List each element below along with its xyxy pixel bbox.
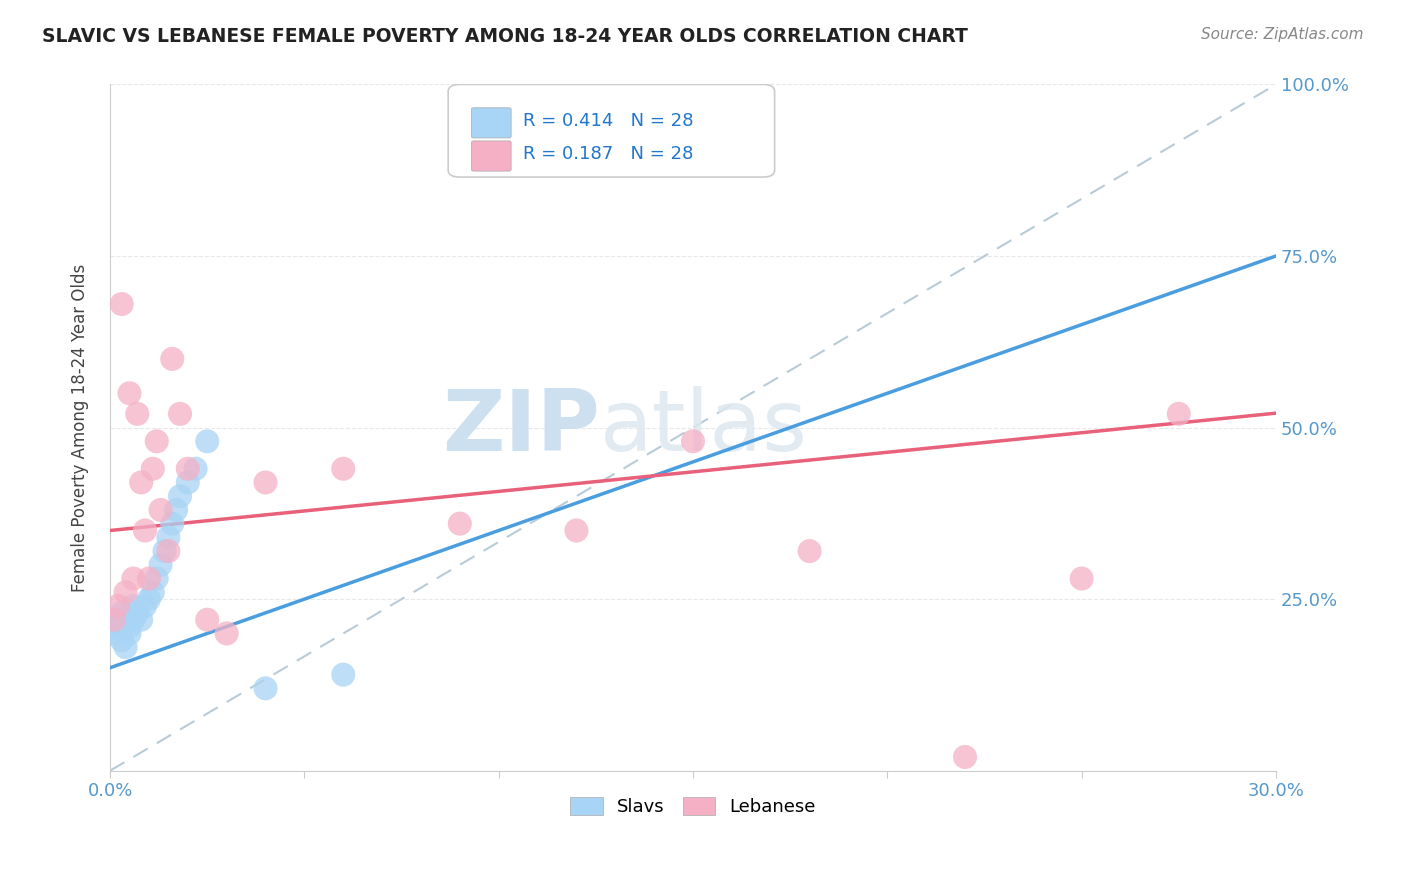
Point — [118, 386, 141, 401]
Point — [1167, 407, 1189, 421]
Point — [134, 524, 156, 538]
Point — [127, 606, 149, 620]
Point — [142, 461, 165, 475]
Point — [145, 434, 167, 449]
Point — [107, 613, 129, 627]
Point — [157, 530, 180, 544]
Point — [162, 516, 184, 531]
Point — [1070, 572, 1092, 586]
Point — [127, 407, 149, 421]
Point — [184, 461, 207, 475]
Point — [111, 633, 134, 648]
Point — [169, 489, 191, 503]
Point — [122, 572, 145, 586]
FancyBboxPatch shape — [471, 141, 512, 171]
Legend: Slavs, Lebanese: Slavs, Lebanese — [562, 789, 823, 823]
Point — [129, 475, 152, 490]
Point — [145, 572, 167, 586]
FancyBboxPatch shape — [449, 85, 775, 178]
Text: SLAVIC VS LEBANESE FEMALE POVERTY AMONG 18-24 YEAR OLDS CORRELATION CHART: SLAVIC VS LEBANESE FEMALE POVERTY AMONG … — [42, 27, 969, 45]
Point — [254, 475, 277, 490]
Point — [332, 461, 354, 475]
Text: atlas: atlas — [600, 386, 807, 469]
Point — [195, 434, 218, 449]
Point — [118, 626, 141, 640]
Point — [111, 297, 134, 311]
Text: ZIP: ZIP — [441, 386, 600, 469]
Point — [138, 572, 160, 586]
Point — [149, 503, 172, 517]
Point — [254, 681, 277, 696]
Point — [103, 613, 125, 627]
Point — [682, 434, 704, 449]
Point — [114, 585, 136, 599]
Point — [449, 516, 471, 531]
Point — [111, 606, 134, 620]
Point — [215, 626, 238, 640]
Point — [953, 750, 976, 764]
Point — [157, 544, 180, 558]
Point — [153, 544, 176, 558]
Point — [177, 475, 200, 490]
Point — [122, 613, 145, 627]
FancyBboxPatch shape — [471, 108, 512, 138]
Point — [114, 613, 136, 627]
Point — [129, 613, 152, 627]
Point — [114, 640, 136, 655]
Point — [332, 667, 354, 681]
Point — [149, 558, 172, 572]
Point — [107, 619, 129, 633]
Y-axis label: Female Poverty Among 18-24 Year Olds: Female Poverty Among 18-24 Year Olds — [72, 263, 89, 591]
Point — [162, 351, 184, 366]
Point — [118, 619, 141, 633]
Point — [169, 407, 191, 421]
Point — [799, 544, 821, 558]
Point — [195, 613, 218, 627]
Text: R = 0.187   N = 28: R = 0.187 N = 28 — [523, 145, 693, 163]
Text: Source: ZipAtlas.com: Source: ZipAtlas.com — [1201, 27, 1364, 42]
Point — [103, 626, 125, 640]
Point — [565, 524, 588, 538]
Point — [165, 503, 187, 517]
Point — [177, 461, 200, 475]
Text: R = 0.414   N = 28: R = 0.414 N = 28 — [523, 112, 693, 130]
Point — [134, 599, 156, 613]
Point — [107, 599, 129, 613]
Point — [122, 599, 145, 613]
Point — [138, 592, 160, 607]
Point — [142, 585, 165, 599]
